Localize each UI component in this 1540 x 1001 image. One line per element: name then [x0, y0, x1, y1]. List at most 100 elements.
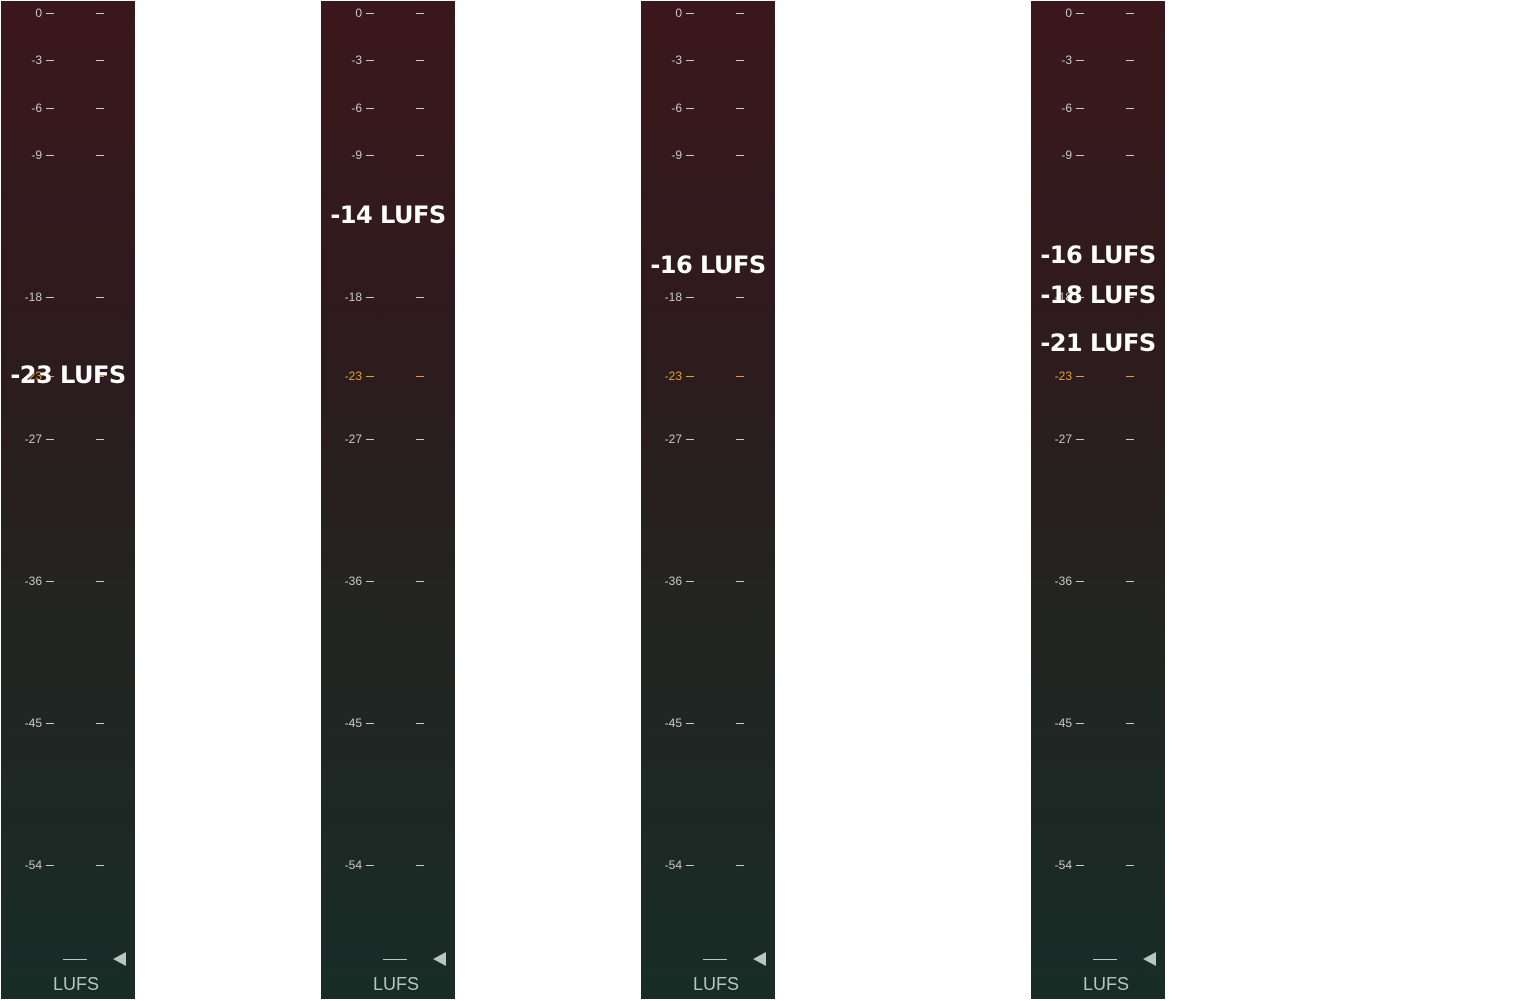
tick-mark [366, 155, 374, 157]
tick-mark [1126, 60, 1134, 62]
tick-label: -3 [351, 53, 362, 68]
tick-mark [366, 375, 374, 377]
tick-mark [366, 107, 374, 109]
tick-mark [416, 439, 424, 441]
unit-label: LUFS [52, 974, 99, 994]
tick-label: -9 [1061, 148, 1072, 163]
tick-label: -27 [24, 432, 42, 447]
tick-label: -54 [24, 858, 42, 873]
scale-tick: -23 [1031, 369, 1165, 383]
scale-tick: -36 [1, 574, 135, 588]
tick-mark [1076, 865, 1084, 867]
tick-mark [736, 375, 744, 377]
tick-mark [686, 723, 694, 725]
scale-tick: -45 [321, 716, 455, 730]
tick-mark [46, 13, 54, 14]
unit-label: LUFS [1082, 974, 1129, 994]
tick-mark [366, 439, 374, 441]
scale-tick: -6 [1, 101, 135, 115]
loudness-value-label: -21 LUFS [1040, 329, 1156, 357]
tick-mark [46, 439, 54, 441]
tick-mark [686, 865, 694, 867]
tick-label: -54 [664, 858, 682, 873]
loudness-meter-2: 0 -3 -6 -9 -18 -23 -27 -36 -45 -54 -14 LUFS LUFS [321, 1, 455, 999]
tick-mark [416, 13, 424, 14]
tick-mark [686, 297, 694, 299]
tick-mark [46, 865, 54, 867]
scale-tick: -45 [641, 716, 775, 730]
tick-label: -18 [1054, 290, 1072, 305]
tick-mark [96, 297, 104, 299]
scale-tick: -23 [641, 369, 775, 383]
loudness-value-label: -14 LUFS [330, 201, 446, 229]
tick-mark [96, 155, 104, 157]
tick-mark [736, 60, 744, 62]
tick-mark [46, 581, 54, 583]
scale-tick: -27 [641, 432, 775, 446]
scale-tick: -3 [1031, 53, 1165, 67]
tick-mark [46, 297, 54, 299]
tick-label: -23 [24, 368, 42, 383]
tick-mark [96, 107, 104, 109]
tick-label: -23 [1054, 368, 1072, 383]
tick-label: -6 [1061, 100, 1072, 115]
tick-mark [686, 13, 694, 14]
tick-mark [736, 107, 744, 109]
scale-tick: -18 [641, 290, 775, 304]
loudness-value-label: -16 LUFS [650, 251, 766, 279]
tick-label: -6 [351, 100, 362, 115]
play-left-icon[interactable] [753, 952, 766, 966]
tick-mark [366, 297, 374, 299]
tick-label: -45 [344, 716, 362, 731]
tick-label: -45 [1054, 716, 1072, 731]
tick-label: -45 [664, 716, 682, 731]
tick-label: 0 [1065, 6, 1072, 20]
scale-tick: 0 [1031, 6, 1165, 20]
tick-mark [1126, 439, 1134, 441]
tick-mark [96, 60, 104, 62]
scale-tick: -23 [321, 369, 455, 383]
tick-label: -9 [31, 148, 42, 163]
tick-label: 0 [675, 6, 682, 20]
tick-label: -54 [1054, 858, 1072, 873]
tick-mark [686, 375, 694, 377]
loudness-meter-1: 0 -3 -6 -9 -18 -23 -27 -36 -45 -54 -23 LUFS LUFS [1, 1, 135, 999]
tick-label: -36 [344, 574, 362, 589]
tick-mark [46, 375, 54, 377]
tick-mark [1076, 60, 1084, 62]
tick-mark [416, 375, 424, 377]
scale-tick: 0 [641, 6, 775, 20]
tick-mark [1126, 581, 1134, 583]
scale-tick: -6 [1031, 101, 1165, 115]
play-left-icon[interactable] [1143, 952, 1156, 966]
tick-label: -18 [664, 290, 682, 305]
tick-mark [1076, 107, 1084, 109]
scale-tick: -18 [1031, 290, 1165, 304]
scale-tick: -9 [1031, 148, 1165, 162]
tick-label: -27 [1054, 432, 1072, 447]
tick-mark [1076, 155, 1084, 157]
scale-tick: -9 [641, 148, 775, 162]
tick-mark [366, 13, 374, 14]
tick-mark [736, 581, 744, 583]
scale-tick: -36 [1031, 574, 1165, 588]
tick-mark [96, 439, 104, 441]
tick-mark [46, 107, 54, 109]
play-left-icon[interactable] [433, 952, 446, 966]
tick-mark [1076, 297, 1084, 299]
unit-label: LUFS [372, 974, 419, 994]
play-left-icon[interactable] [113, 952, 126, 966]
scale-tick: 0 [1, 6, 135, 20]
scale-tick: -3 [321, 53, 455, 67]
tick-mark [96, 723, 104, 725]
tick-label: -6 [671, 100, 682, 115]
tick-mark [416, 60, 424, 62]
tick-mark [736, 865, 744, 867]
tick-mark [46, 60, 54, 62]
tick-mark [1126, 865, 1134, 867]
scale-tick: -45 [1, 716, 135, 730]
loudness-value-label: -18 LUFS [1040, 281, 1156, 309]
scale-tick: -27 [321, 432, 455, 446]
level-indicator-line [63, 959, 87, 960]
tick-mark [416, 297, 424, 299]
